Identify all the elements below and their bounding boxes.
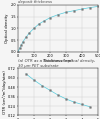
Text: (b) optical density as a function of deposit thickness: (b) optical density as a function of dep… (18, 0, 85, 4)
Y-axis label: Optical density: Optical density (5, 14, 9, 43)
X-axis label: Thickness (nm): Thickness (nm) (43, 59, 73, 63)
Y-axis label: OTR (cm³/m²/day/atm): OTR (cm³/m²/day/atm) (2, 70, 7, 114)
Text: (a) OTR as a function of optical density, 30 µm PET substrate: (a) OTR as a function of optical density… (18, 59, 95, 68)
